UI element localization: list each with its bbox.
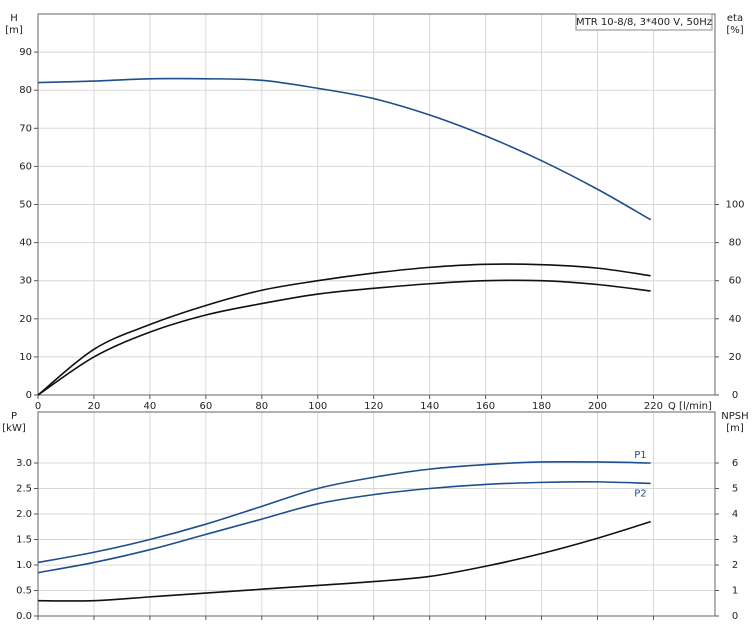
y2-tick-label: 40 — [729, 314, 742, 325]
plot-frame — [37, 411, 716, 617]
y2-axis-unit: [m] — [726, 423, 744, 434]
plot-frame — [37, 13, 716, 396]
curve — [37, 77, 652, 221]
y-tick-label: 90 — [19, 47, 32, 58]
y-tick-label: 1.5 — [16, 535, 32, 546]
y-axis-label: H — [10, 13, 18, 24]
y2-tick-label: 2 — [732, 560, 738, 571]
chart-title: MTR 10-8/8, 3*400 V, 50Hz — [576, 17, 712, 28]
y-tick-label: 80 — [19, 85, 32, 96]
curve — [37, 460, 651, 564]
y-tick-label: 0 — [26, 390, 32, 401]
y-axis-unit: [m] — [5, 25, 23, 36]
y2-tick-label: 60 — [729, 276, 742, 287]
x-tick-label: 120 — [364, 401, 383, 412]
x-tick-label: 200 — [588, 401, 607, 412]
x-axis-label: Q [l/min] — [668, 401, 712, 412]
y2-tick-label: 0 — [732, 611, 738, 622]
y2-tick-label: 5 — [732, 484, 738, 495]
y2-tick-label: 3 — [732, 535, 738, 546]
x-tick-label: 80 — [255, 401, 268, 412]
y-tick-label: 0.5 — [16, 586, 32, 597]
y-axis-unit: [kW] — [2, 423, 26, 434]
x-tick-label: 40 — [144, 401, 157, 412]
y-tick-label: 3.0 — [16, 458, 32, 469]
y-tick-label: 2.0 — [16, 509, 32, 520]
y2-axis-unit: [%] — [726, 25, 743, 36]
y-tick-label: 10 — [19, 352, 32, 363]
y-axis-label: P — [11, 411, 17, 422]
y-tick-label: 1.0 — [16, 560, 32, 571]
x-tick-label: 180 — [532, 401, 551, 412]
series-label: P2 — [634, 488, 646, 499]
x-tick-label: 160 — [476, 401, 495, 412]
y-tick-label: 70 — [19, 123, 32, 134]
y-tick-label: 40 — [19, 238, 32, 249]
curve — [37, 279, 651, 396]
x-tick-label: 220 — [644, 401, 663, 412]
x-tick-label: 60 — [199, 401, 212, 412]
x-tick-label: 140 — [420, 401, 439, 412]
y2-tick-label: 100 — [725, 200, 744, 211]
y2-axis-label: NPSH — [721, 411, 748, 422]
title-box — [575, 13, 713, 31]
curve — [37, 263, 651, 396]
curve — [37, 481, 651, 574]
y2-tick-label: 6 — [732, 458, 738, 469]
y2-tick-label: 80 — [729, 238, 742, 249]
y2-axis-label: eta — [727, 13, 743, 24]
y-tick-label: 60 — [19, 161, 32, 172]
curve — [37, 520, 651, 602]
y-tick-label: 20 — [19, 314, 32, 325]
x-tick-label: 20 — [88, 401, 101, 412]
y2-tick-label: 4 — [732, 509, 738, 520]
y2-tick-label: 1 — [732, 586, 738, 597]
y2-tick-label: 0 — [732, 390, 738, 401]
series-label: P1 — [634, 450, 646, 461]
x-tick-label: 100 — [308, 401, 327, 412]
y-tick-label: 2.5 — [16, 484, 32, 495]
y2-tick-label: 20 — [729, 352, 742, 363]
y-tick-label: 50 — [19, 200, 32, 211]
y-tick-label: 0.0 — [16, 611, 32, 622]
y-tick-label: 30 — [19, 276, 32, 287]
x-tick-label: 0 — [35, 401, 41, 412]
